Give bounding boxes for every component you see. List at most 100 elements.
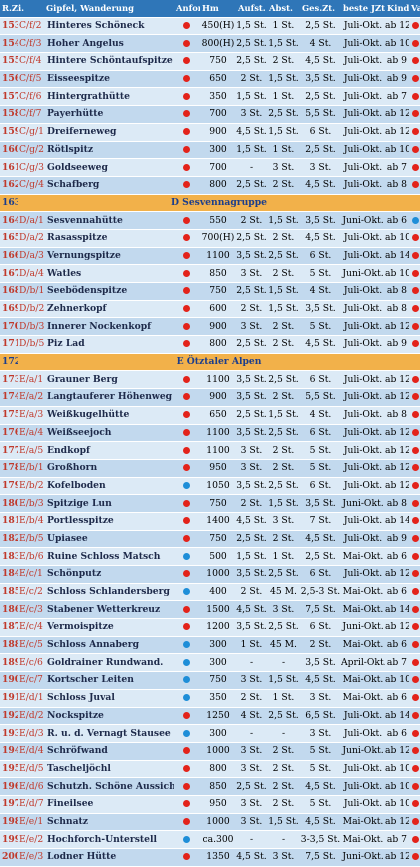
route-code: E/c/5 — [18, 636, 44, 655]
variant-cell — [409, 653, 420, 673]
kids-age: ab 12 — [385, 17, 409, 36]
route-code: E/c/1 — [18, 565, 44, 584]
variant-dot-icon — [412, 340, 419, 348]
elevation-gain: 750 — [200, 671, 236, 690]
row-number: 193 — [0, 724, 18, 743]
difficulty-dot-icon — [183, 75, 190, 83]
ascent-time: 2 St. — [236, 70, 267, 89]
elevation-gain: 650 — [200, 70, 236, 89]
variant-cell — [409, 530, 420, 549]
elevation-gain: 900 — [200, 123, 236, 142]
route-name: Fineilsee — [44, 795, 174, 814]
elevation-gain: 350 — [200, 87, 236, 107]
variant-cell — [409, 317, 420, 337]
difficulty-cell — [174, 459, 200, 478]
difficulty-cell — [174, 530, 200, 549]
best-season: Juli-Okt. — [341, 123, 385, 142]
elevation-gain: 300 — [200, 724, 236, 743]
difficulty-dot-icon — [183, 428, 190, 436]
total-time: 3,5 St. — [300, 494, 341, 513]
ascent-time: 4,5 St. — [236, 600, 267, 620]
kids-age: ab 14 — [385, 512, 409, 531]
difficulty-cell — [174, 494, 200, 513]
ascent-time: 2 St. — [236, 494, 267, 513]
total-time: 7 St. — [300, 512, 341, 531]
variant-cell — [409, 17, 420, 36]
total-time: 3,5 St. — [300, 70, 341, 89]
elevation-gain: 1100 — [200, 424, 236, 443]
difficulty-dot-icon — [183, 534, 190, 542]
ascent-time: 3 St. — [236, 795, 267, 814]
ascent-time: 1 St. — [236, 636, 267, 655]
variant-cell — [409, 795, 420, 814]
descent-time: 2 St. — [267, 760, 300, 779]
descent-time: - — [267, 724, 300, 743]
best-season: Mai-Okt. — [341, 583, 385, 602]
total-time: 6,5 St. — [300, 707, 341, 726]
difficulty-dot-icon — [183, 694, 190, 702]
header-jz: beste JZt. — [341, 0, 385, 18]
descent-time: 1,5 St. — [267, 813, 300, 832]
route-code: E/d/1 — [18, 689, 44, 708]
kids-age: ab 10 — [385, 141, 409, 160]
difficulty-cell — [174, 777, 200, 796]
variant-dot-icon — [412, 464, 419, 472]
ascent-time: 3 St. — [236, 441, 267, 460]
descent-time: 2 St. — [267, 176, 300, 195]
route-name: Tascheljöchl — [44, 760, 174, 779]
descent-time: 1,5 St. — [267, 282, 300, 301]
total-time: 4,5 St. — [300, 335, 341, 354]
variant-dot-icon — [412, 92, 419, 100]
kids-age: ab 8 — [385, 176, 409, 195]
row-number: 162 — [0, 176, 18, 195]
difficulty-dot-icon — [183, 747, 190, 755]
best-season: Mai-Okt. — [341, 600, 385, 620]
row-number: 189 — [0, 653, 18, 673]
kids-age: ab 10 — [385, 264, 409, 283]
route-name: Schutzh. Schöne Aussicht — [44, 777, 174, 796]
variant-dot-icon — [412, 835, 419, 843]
route-name: Seebödenspitze — [44, 282, 174, 301]
variant-dot-icon — [412, 517, 419, 525]
best-season: Juni-Okt. — [341, 742, 385, 761]
variant-cell — [409, 441, 420, 460]
variant-dot-icon — [412, 694, 419, 702]
difficulty-cell — [174, 211, 200, 230]
route-name: Schloss Annaberg — [44, 636, 174, 655]
variant-dot-icon — [412, 782, 419, 790]
descent-time: 2 St. — [267, 441, 300, 460]
difficulty-cell — [174, 441, 200, 460]
descent-time: 2 St. — [267, 317, 300, 337]
best-season: Juli-Okt. — [341, 459, 385, 478]
row-number: 177 — [0, 441, 18, 460]
total-time: 3 St. — [300, 158, 341, 177]
kids-age: ab 12 — [385, 441, 409, 460]
kids-age: ab 7 — [385, 87, 409, 107]
variant-dot-icon — [412, 251, 419, 259]
elevation-gain: 1100 — [200, 441, 236, 460]
kids-age: ab 9 — [385, 335, 409, 354]
variant-cell — [409, 176, 420, 195]
kids-age: ab 9 — [385, 70, 409, 89]
route-code: E/a/2 — [18, 388, 44, 407]
difficulty-cell — [174, 653, 200, 673]
row-number: 191 — [0, 689, 18, 708]
best-season: Juni-Okt. — [341, 494, 385, 513]
total-time: 2,5 St. — [300, 141, 341, 160]
variant-dot-icon — [412, 481, 419, 489]
total-time: 6 St. — [300, 565, 341, 584]
ascent-time: 3 St. — [236, 742, 267, 761]
row-number: 190 — [0, 671, 18, 690]
kids-age: ab 6 — [385, 689, 409, 708]
descent-time: 1,5 St. — [267, 406, 300, 425]
variant-cell — [409, 707, 420, 726]
variant-cell — [409, 565, 420, 584]
header-gipfel: Gipfel, Wanderung — [44, 0, 174, 18]
total-time: 6 St. — [300, 370, 341, 390]
